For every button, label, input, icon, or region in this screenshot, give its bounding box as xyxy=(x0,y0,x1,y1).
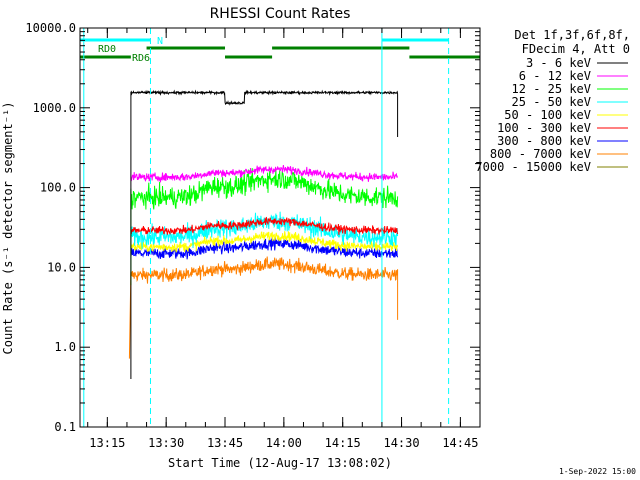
legend-entry-label: 12 - 25 keV xyxy=(512,82,591,96)
flag-label: RD0 xyxy=(98,44,116,55)
chart-title: RHESSI Count Rates xyxy=(210,6,351,22)
y-tick-label: 0.1 xyxy=(54,420,76,434)
y-tick-label: 10.0 xyxy=(47,260,76,274)
series-layer xyxy=(128,89,399,379)
legend-entry-label: 50 - 100 keV xyxy=(504,108,591,122)
legend-entry-label: 100 - 300 keV xyxy=(497,121,591,135)
footer-date: 1-Sep-2022 15:00 xyxy=(559,467,636,476)
legend: Det 1f,3f,6f,8f,FDecim 4, Att 03 - 6 keV… xyxy=(475,28,630,174)
flag-label: N xyxy=(157,36,163,47)
legend-entry-label: 6 - 12 keV xyxy=(519,69,591,83)
flags-layer: N RD0 RD6 xyxy=(79,36,480,64)
series-line-7 xyxy=(128,256,399,359)
y-axis-label: Count Rate (s⁻¹ detector segment⁻¹) xyxy=(1,102,15,355)
x-axis: 13:15 13:30 13:45 14:00 14:15 14:30 14:45 xyxy=(87,28,481,450)
y-tick-label: 1000.0 xyxy=(33,101,76,115)
x-axis-label: Start Time (12-Aug-17 13:08:02) xyxy=(168,456,392,470)
x-tick-label: 13:45 xyxy=(207,436,243,450)
y-axis: 0.1 1.0 10.0 100.0 1000.0 10000.0 xyxy=(25,21,480,434)
flag-label: RD6 xyxy=(132,53,150,64)
series-line-1 xyxy=(130,165,399,183)
y-tick-label: 1.0 xyxy=(54,340,76,354)
legend-entry-label: 25 - 50 keV xyxy=(512,95,591,109)
legend-entry-label: 3 - 6 keV xyxy=(526,56,591,70)
series-line-0 xyxy=(130,89,399,379)
legend-header-line: Det 1f,3f,6f,8f, xyxy=(514,28,630,42)
legend-entry-label: 300 - 800 keV xyxy=(497,134,591,148)
x-tick-label: 14:45 xyxy=(442,436,478,450)
legend-entry-label: 7000 - 15000 keV xyxy=(475,160,591,174)
series-line-4 xyxy=(130,231,399,253)
x-tick-label: 14:00 xyxy=(266,436,302,450)
y-tick-label: 100.0 xyxy=(40,181,76,195)
vertical-lines-layer xyxy=(83,28,450,427)
plot-frame xyxy=(79,27,481,428)
series-line-2 xyxy=(130,168,399,286)
series-line-6 xyxy=(130,237,399,260)
legend-entry-label: 800 - 7000 keV xyxy=(490,147,591,161)
x-tick-label: 14:30 xyxy=(383,436,419,450)
y-tick-label: 10000.0 xyxy=(25,21,76,35)
legend-header-line: FDecim 4, Att 0 xyxy=(522,42,630,56)
x-tick-label: 13:30 xyxy=(148,436,184,450)
x-tick-label: 13:15 xyxy=(89,436,125,450)
x-tick-label: 14:15 xyxy=(325,436,361,450)
series-line-5 xyxy=(130,216,399,236)
